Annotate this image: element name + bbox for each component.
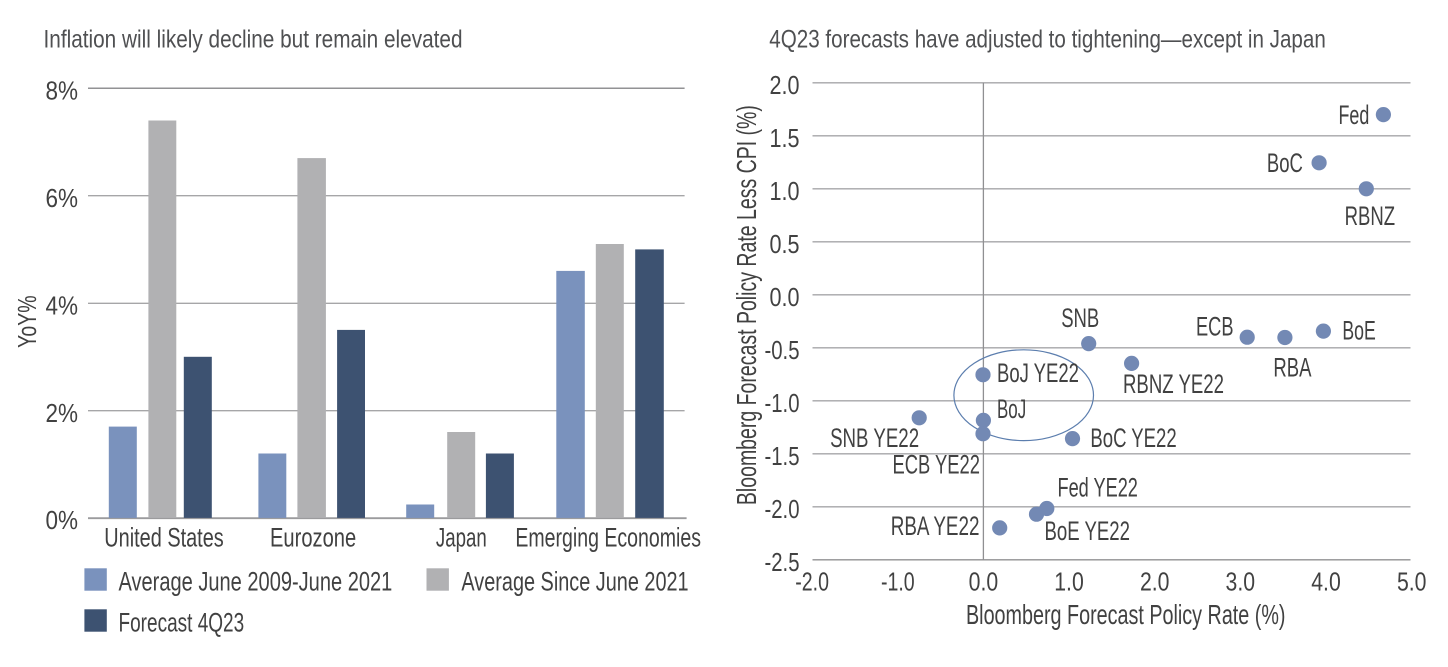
svg-text:2.0: 2.0 xyxy=(1140,568,1170,596)
svg-text:Bloomberg Forecast Policy Rate: Bloomberg Forecast Policy Rate Less CPI … xyxy=(731,105,762,505)
svg-text:RBA: RBA xyxy=(1273,353,1311,383)
svg-text:RBNZ: RBNZ xyxy=(1345,201,1396,231)
svg-text:Average June 2009-June 2021: Average June 2009-June 2021 xyxy=(119,566,393,596)
svg-text:4%: 4% xyxy=(46,293,79,321)
svg-text:6%: 6% xyxy=(46,185,79,213)
svg-text:United States: United States xyxy=(104,523,223,553)
svg-text:RBA YE22: RBA YE22 xyxy=(891,511,980,541)
svg-text:ECB: ECB xyxy=(1196,311,1234,341)
svg-text:-1.0: -1.0 xyxy=(765,390,800,418)
svg-text:BoC YE22: BoC YE22 xyxy=(1090,423,1176,453)
svg-text:Emerging Economies: Emerging Economies xyxy=(515,523,701,553)
svg-text:RBNZ YE22: RBNZ YE22 xyxy=(1123,369,1224,399)
svg-text:1.0: 1.0 xyxy=(1054,568,1084,596)
svg-text:2.0: 2.0 xyxy=(770,72,800,100)
svg-text:0.0: 0.0 xyxy=(770,284,800,312)
svg-text:-1.5: -1.5 xyxy=(765,443,800,471)
svg-text:Fed: Fed xyxy=(1339,100,1370,130)
svg-text:YoY%: YoY% xyxy=(14,295,42,348)
svg-text:BoC: BoC xyxy=(1267,148,1303,178)
svg-text:5.0: 5.0 xyxy=(1397,568,1427,596)
svg-text:SNB YE22: SNB YE22 xyxy=(830,423,919,453)
svg-text:BoE YE22: BoE YE22 xyxy=(1045,516,1131,546)
svg-text:ECB YE22: ECB YE22 xyxy=(893,450,981,480)
svg-text:BoJ: BoJ xyxy=(997,394,1026,424)
svg-text:0.5: 0.5 xyxy=(770,231,800,259)
svg-text:2%: 2% xyxy=(46,400,79,428)
svg-text:BoJ YE22: BoJ YE22 xyxy=(997,358,1079,388)
svg-text:-2.5: -2.5 xyxy=(765,549,800,577)
svg-text:BoE: BoE xyxy=(1342,316,1375,346)
svg-text:1.5: 1.5 xyxy=(770,125,800,153)
svg-text:8%: 8% xyxy=(46,78,79,106)
svg-text:-2.0: -2.0 xyxy=(765,496,800,524)
svg-text:0%: 0% xyxy=(46,507,79,535)
svg-text:-2.0: -2.0 xyxy=(795,568,829,596)
svg-text:-0.5: -0.5 xyxy=(765,337,800,365)
svg-text:Bloomberg Forecast Policy Rate: Bloomberg Forecast Policy Rate (%) xyxy=(966,599,1286,630)
svg-text:Average Since June 2021: Average Since June 2021 xyxy=(461,566,688,596)
svg-text:4.0: 4.0 xyxy=(1311,568,1341,596)
svg-text:Forecast 4Q23: Forecast 4Q23 xyxy=(119,607,245,637)
svg-text:-1.0: -1.0 xyxy=(881,568,915,596)
svg-text:Fed YE22: Fed YE22 xyxy=(1058,473,1138,503)
svg-text:Japan: Japan xyxy=(436,523,487,553)
svg-text:1.0: 1.0 xyxy=(770,178,800,206)
svg-text:Eurozone: Eurozone xyxy=(270,523,356,553)
svg-text:4Q23 forecasts have adjusted t: 4Q23 forecasts have adjusted to tighteni… xyxy=(769,26,1326,54)
svg-text:SNB: SNB xyxy=(1061,303,1099,333)
svg-text:Inflation will likely decline: Inflation will likely decline but remain… xyxy=(44,26,463,54)
svg-text:3.0: 3.0 xyxy=(1226,568,1256,596)
svg-text:0.0: 0.0 xyxy=(969,568,999,596)
